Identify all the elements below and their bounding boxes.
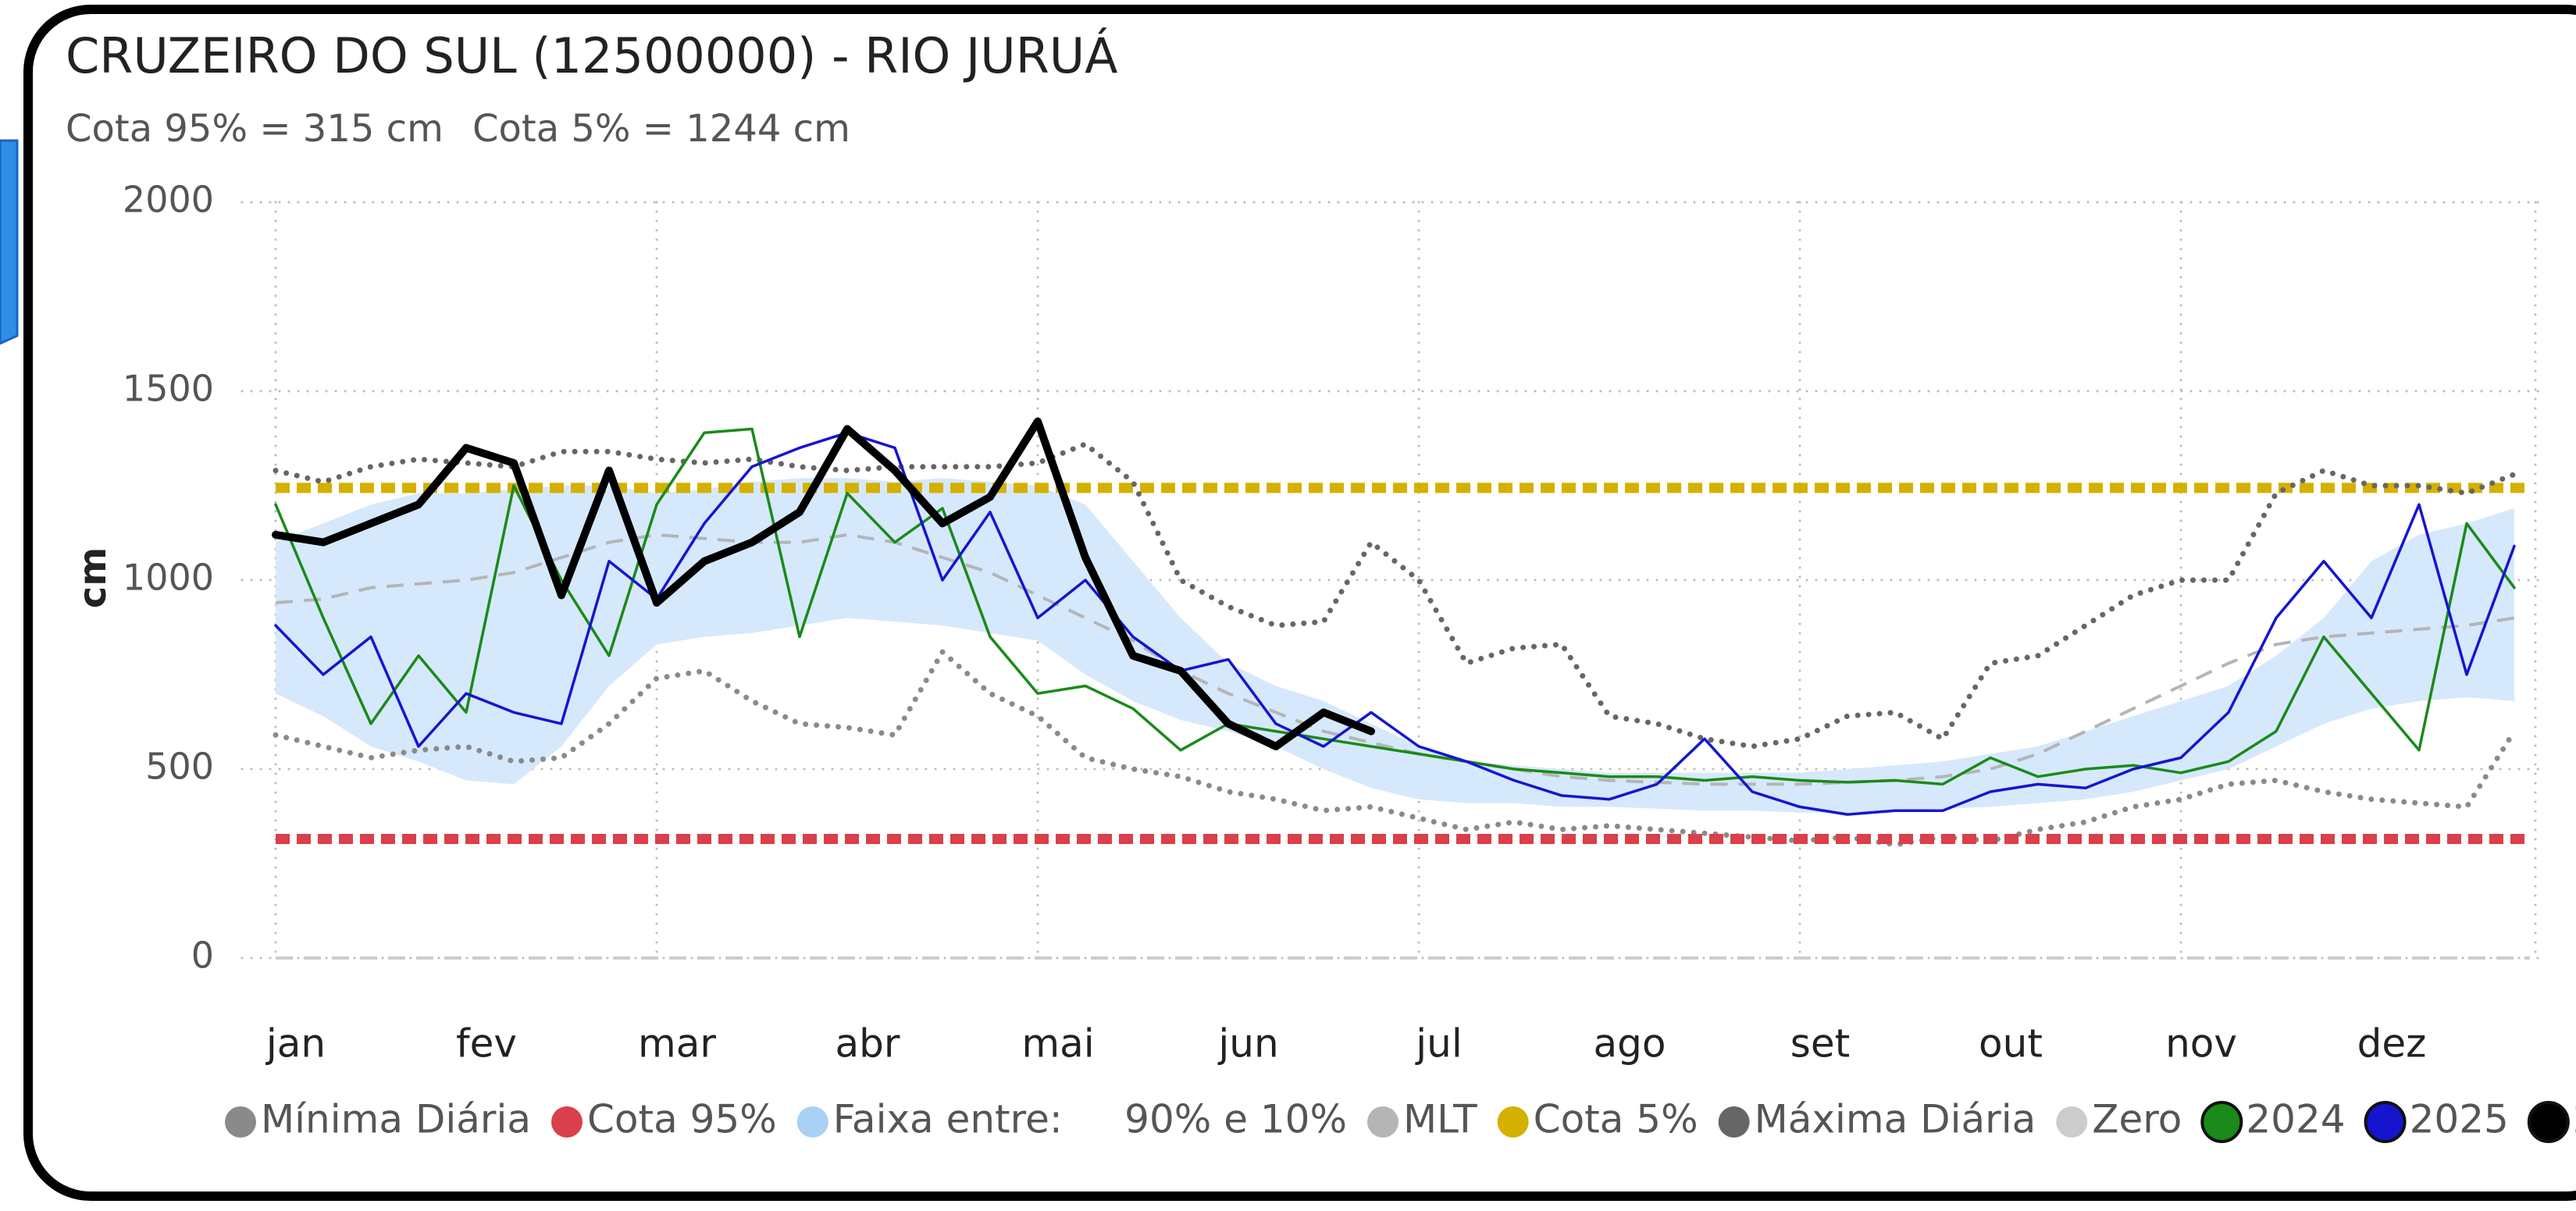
x-tick-label: out bbox=[1979, 1021, 2043, 1067]
legend-label: MLT bbox=[1403, 1097, 1477, 1142]
legend-label: Cota 95% bbox=[587, 1097, 777, 1142]
chart-title: CRUZEIRO DO SUL (12500000) - RIO JURUÁ bbox=[66, 27, 1118, 84]
x-tick-label: fev bbox=[456, 1021, 517, 1067]
series-line bbox=[274, 431, 2516, 816]
legend-marker bbox=[2364, 1101, 2407, 1143]
plot-area: 0 500 1000 1500 2000 jan fev mar abr mai jun jul ago… bbox=[123, 179, 2543, 1067]
x-tick-label: nov bbox=[2165, 1021, 2237, 1067]
legend-marker bbox=[2527, 1101, 2570, 1143]
series-line bbox=[273, 649, 2517, 848]
x-tick-label: set bbox=[1790, 1021, 1850, 1067]
series-line bbox=[273, 441, 2517, 750]
subtitle: Cota 5% = 1244 cm bbox=[472, 107, 850, 151]
legend-marker bbox=[2200, 1101, 2243, 1143]
x-tick-label: dez bbox=[2357, 1021, 2427, 1067]
y-tick-label: 0 bbox=[191, 935, 214, 977]
y-tick-label: 500 bbox=[145, 746, 214, 788]
legend-marker bbox=[2056, 1106, 2088, 1138]
x-tick-label: mar bbox=[638, 1021, 716, 1067]
x-tick-label: ago bbox=[1594, 1021, 1666, 1067]
x-tick-label: jan bbox=[265, 1021, 326, 1067]
band-area bbox=[276, 478, 2514, 813]
legend-marker bbox=[796, 1106, 828, 1138]
legend-marker bbox=[1497, 1106, 1529, 1138]
legend-label: Zero bbox=[2092, 1097, 2182, 1142]
y-tick-label: 2000 bbox=[123, 179, 214, 221]
legend-label: Cota 5% bbox=[1534, 1097, 1698, 1142]
y-axis-label: cm bbox=[71, 547, 115, 608]
series-line bbox=[275, 532, 2515, 786]
subtitle: Cota 95% = 315 cm bbox=[66, 107, 444, 151]
y-tick-label: 1000 bbox=[123, 557, 214, 599]
x-tick-label: abr bbox=[836, 1021, 900, 1067]
legend-label: Faixa entre: 90% e 10% bbox=[833, 1097, 1347, 1142]
legend-marker bbox=[1367, 1106, 1398, 1138]
series-line bbox=[272, 417, 1375, 750]
x-tick-label: jul bbox=[1415, 1021, 1462, 1067]
legend-marker bbox=[1718, 1106, 1750, 1138]
legend-marker bbox=[550, 1106, 583, 1138]
legend-label: 2025 bbox=[2410, 1097, 2509, 1142]
legend-label: 2026 bbox=[2573, 1097, 2576, 1142]
legend-label: Máxima Diária bbox=[1755, 1097, 2036, 1142]
side-decoration bbox=[0, 139, 19, 345]
x-tick-label: jun bbox=[1217, 1021, 1278, 1067]
card-frame bbox=[23, 5, 2576, 1201]
x-tick-label: mai bbox=[1021, 1021, 1094, 1067]
y-tick-label: 1500 bbox=[123, 368, 214, 410]
legend: Mínima Diária Cota 95% Faixa entre: 90% e … bbox=[225, 1097, 2576, 1143]
legend-label: Mínima Diária bbox=[261, 1097, 531, 1142]
legend-marker bbox=[225, 1106, 256, 1138]
legend-label: 2024 bbox=[2246, 1097, 2345, 1142]
